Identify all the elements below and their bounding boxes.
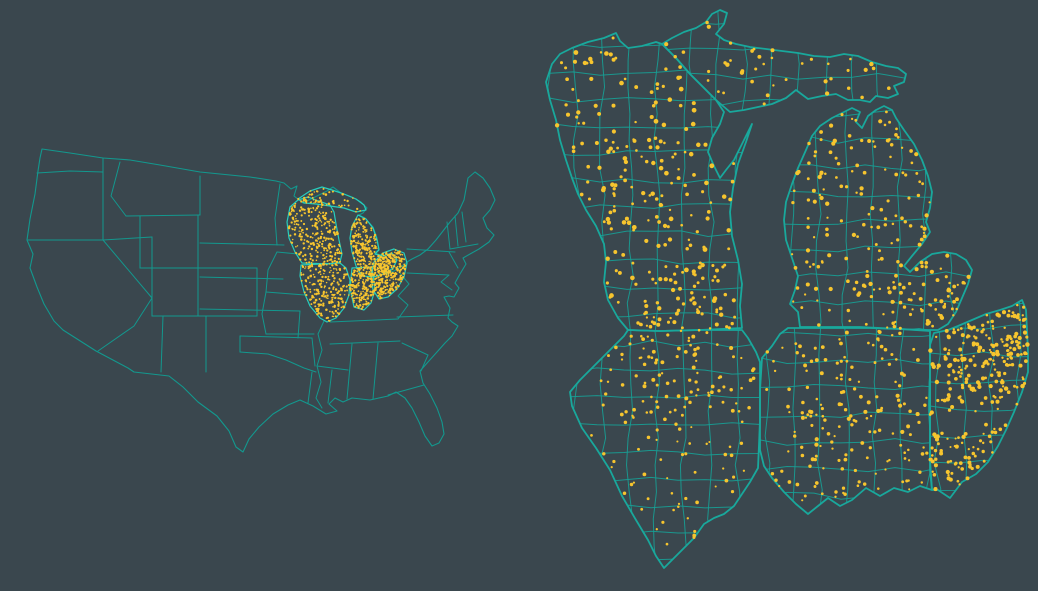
county-grid-illinois <box>570 330 760 568</box>
us-overview-map <box>26 148 496 453</box>
overview-dot-cluster <box>287 187 407 322</box>
detail-dot-layer <box>554 20 1030 546</box>
state-boundaries-layer <box>27 157 479 409</box>
midwest-county-detail-map <box>545 9 1030 569</box>
midwest-highlight-outline <box>286 186 408 323</box>
state-borders-layer <box>545 9 1029 569</box>
us-national-outline <box>26 148 496 453</box>
